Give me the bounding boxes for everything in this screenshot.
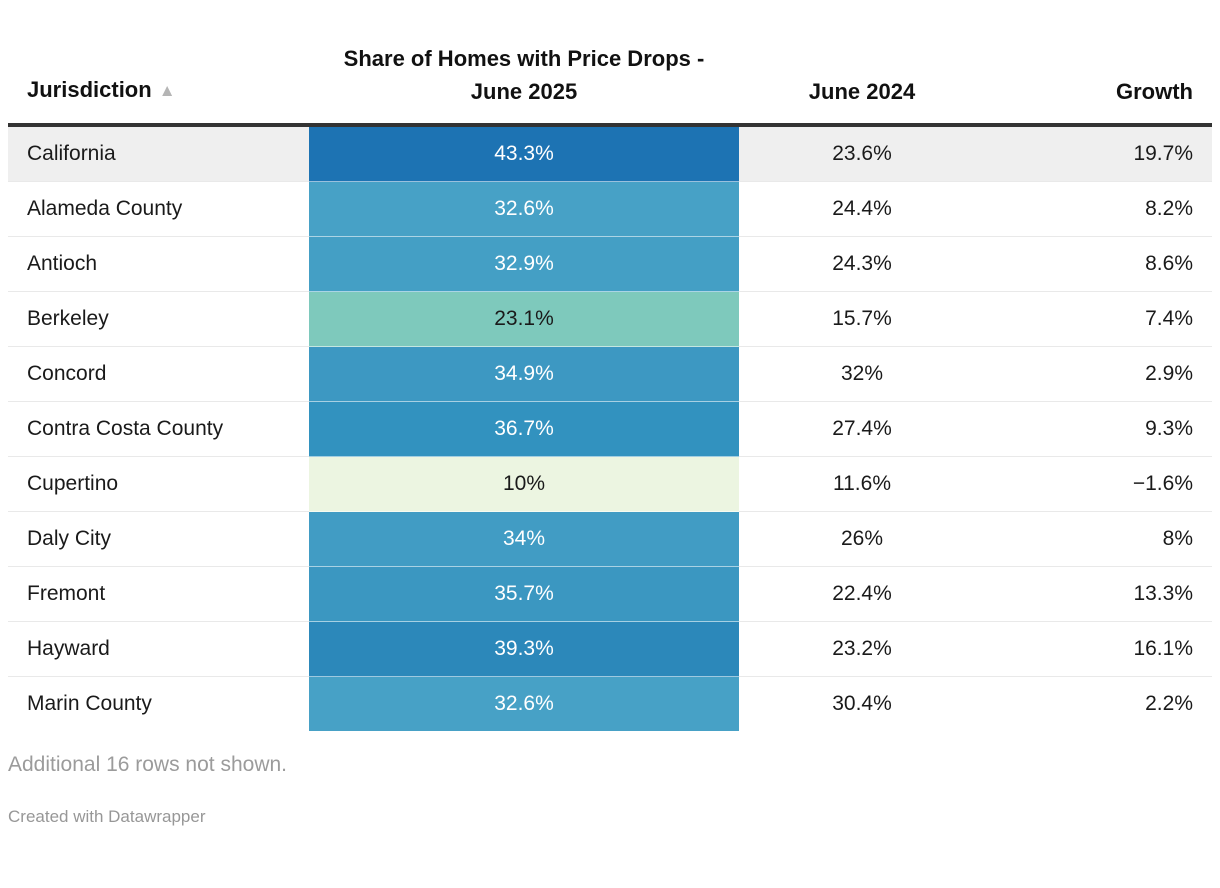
growth-cell: 7.4% — [985, 291, 1212, 347]
table-row: Hayward 39.3% 23.2% 16.1% — [8, 621, 1212, 677]
share-2025-heat-cell: 35.7% — [309, 566, 739, 622]
table-row: Antioch 32.9% 24.3% 8.6% — [8, 236, 1212, 292]
june-2024-cell: 15.7% — [739, 291, 985, 347]
header-row: Jurisdiction ▲ Share of Homes with Price … — [8, 0, 1212, 127]
june-2024-cell: 26% — [739, 511, 985, 567]
jurisdiction-cell: Antioch — [8, 236, 309, 292]
share-2025-heat-cell: 32.9% — [309, 236, 739, 292]
growth-cell: 8.2% — [985, 181, 1212, 237]
table-row: Cupertino 10% 11.6% −1.6% — [8, 456, 1212, 512]
table-row: California 43.3% 23.6% 19.7% — [8, 125, 1212, 182]
sort-ascending-icon: ▲ — [158, 81, 176, 100]
jurisdiction-cell: Marin County — [8, 676, 309, 731]
table-row: Fremont 35.7% 22.4% 13.3% — [8, 566, 1212, 622]
growth-cell: 8% — [985, 511, 1212, 567]
datawrapper-table-widget: Jurisdiction ▲ Share of Homes with Price … — [8, 0, 1212, 826]
june-2024-cell: 24.4% — [739, 181, 985, 237]
jurisdiction-cell: Contra Costa County — [8, 401, 309, 457]
jurisdiction-cell: California — [8, 125, 309, 182]
growth-cell: 2.9% — [985, 346, 1212, 402]
column-header-jurisdiction-label: Jurisdiction — [27, 77, 152, 102]
table-row: Berkeley 23.1% 15.7% 7.4% — [8, 291, 1212, 347]
jurisdiction-cell: Berkeley — [8, 291, 309, 347]
jurisdiction-cell: Concord — [8, 346, 309, 402]
jurisdiction-cell: Daly City — [8, 511, 309, 567]
table-row: Daly City 34% 26% 8% — [8, 511, 1212, 567]
growth-cell: 19.7% — [985, 125, 1212, 182]
share-2025-heat-cell: 43.3% — [309, 125, 739, 182]
jurisdiction-cell: Fremont — [8, 566, 309, 622]
growth-cell: 8.6% — [985, 236, 1212, 292]
share-2025-heat-cell: 10% — [309, 456, 739, 512]
share-2025-heat-cell: 32.6% — [309, 676, 739, 731]
growth-cell: 9.3% — [985, 401, 1212, 457]
datawrapper-attribution-link[interactable]: Created with Datawrapper — [8, 807, 206, 826]
june-2024-cell: 27.4% — [739, 401, 985, 457]
table-row: Alameda County 32.6% 24.4% 8.2% — [8, 181, 1212, 237]
growth-cell: −1.6% — [985, 456, 1212, 512]
share-2025-heat-cell: 36.7% — [309, 401, 739, 457]
column-header-share-june-2025[interactable]: Share of Homes with Price Drops - June 2… — [309, 0, 739, 127]
share-2025-heat-cell: 34.9% — [309, 346, 739, 402]
june-2024-cell: 22.4% — [739, 566, 985, 622]
rows-not-shown-note: Additional 16 rows not shown. — [8, 753, 287, 776]
share-2025-heat-cell: 34% — [309, 511, 739, 567]
share-2025-heat-cell: 23.1% — [309, 291, 739, 347]
table-row: Concord 34.9% 32% 2.9% — [8, 346, 1212, 402]
table-row: Contra Costa County 36.7% 27.4% 9.3% — [8, 401, 1212, 457]
jurisdiction-cell: Hayward — [8, 621, 309, 677]
column-header-june-2024[interactable]: June 2024 — [739, 0, 985, 127]
june-2024-cell: 23.6% — [739, 125, 985, 182]
growth-cell: 2.2% — [985, 676, 1212, 731]
column-header-jurisdiction[interactable]: Jurisdiction ▲ — [8, 0, 309, 127]
growth-cell: 16.1% — [985, 621, 1212, 677]
june-2024-cell: 30.4% — [739, 676, 985, 731]
share-2025-heat-cell: 32.6% — [309, 181, 739, 237]
june-2024-cell: 32% — [739, 346, 985, 402]
june-2024-cell: 11.6% — [739, 456, 985, 512]
price-drops-table: Jurisdiction ▲ Share of Homes with Price … — [8, 0, 1212, 731]
jurisdiction-cell: Cupertino — [8, 456, 309, 512]
column-header-growth[interactable]: Growth — [985, 0, 1212, 127]
june-2024-cell: 24.3% — [739, 236, 985, 292]
jurisdiction-cell: Alameda County — [8, 181, 309, 237]
table-row: Marin County 32.6% 30.4% 2.2% — [8, 676, 1212, 731]
share-2025-heat-cell: 39.3% — [309, 621, 739, 677]
growth-cell: 13.3% — [985, 566, 1212, 622]
june-2024-cell: 23.2% — [739, 621, 985, 677]
table-body: California 43.3% 23.6% 19.7% Alameda County 3… — [8, 125, 1212, 731]
